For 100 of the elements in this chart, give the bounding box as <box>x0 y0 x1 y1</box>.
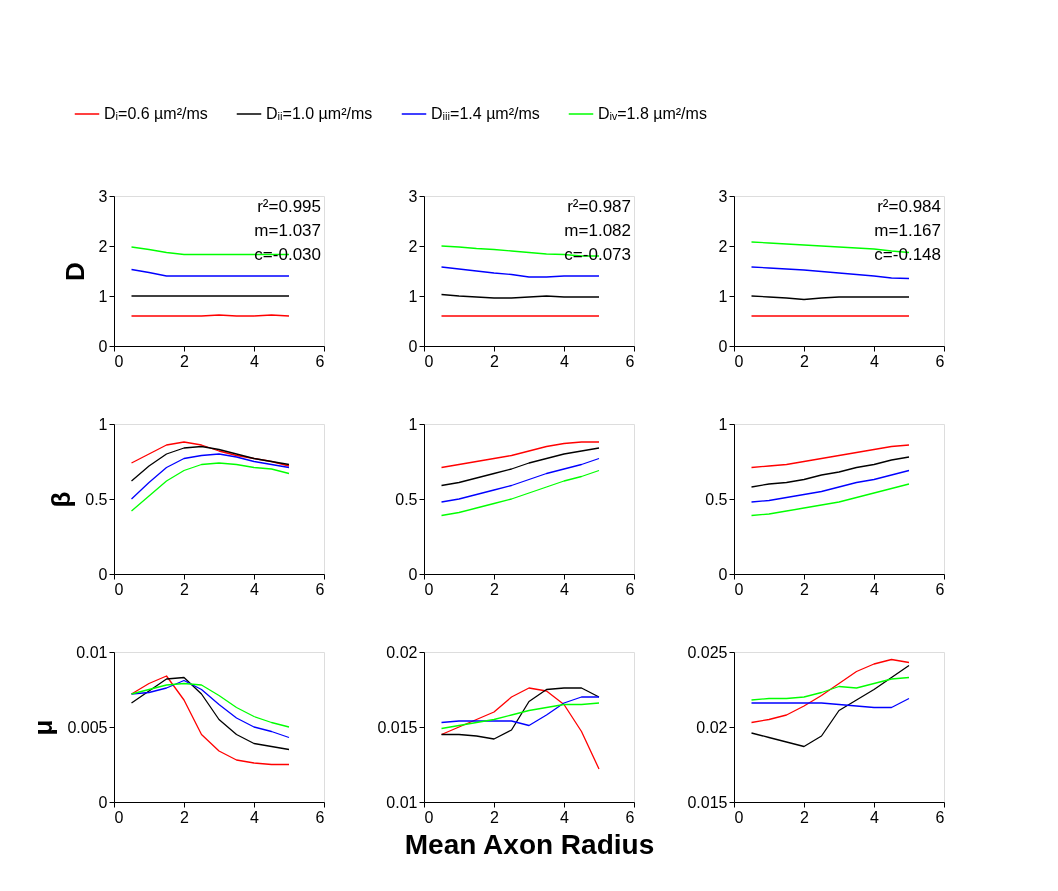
x-tick-label: 2 <box>180 808 190 826</box>
line-series <box>750 664 910 748</box>
annotation: m=1.037 <box>254 221 321 240</box>
line-series <box>130 679 290 739</box>
line-series <box>440 447 600 487</box>
y-tick-label: 3 <box>98 187 108 205</box>
y-tick-label: 0 <box>408 565 418 583</box>
line-series <box>440 687 600 740</box>
x-tick-label: 2 <box>180 352 190 370</box>
annotation: r²=0.984 <box>877 197 941 216</box>
legend-label: Dᵢᵥ=1.8 µm²/ms <box>598 105 707 122</box>
x-tick-label: 2 <box>800 808 810 826</box>
x-tick-label: 4 <box>870 580 880 598</box>
x-axis-title: Mean Axon Radius <box>404 828 655 860</box>
y-tick-label: 0.5 <box>705 490 728 508</box>
y-tick-label: 0.01 <box>76 643 108 661</box>
line-series <box>440 687 600 770</box>
x-tick-label: 6 <box>625 352 635 370</box>
x-tick-label: 4 <box>560 580 570 598</box>
x-tick-label: 0 <box>424 580 434 598</box>
y-tick-label: 0.02 <box>696 718 728 736</box>
y-tick-label: 0.025 <box>687 643 728 661</box>
y-tick-label: 0.01 <box>386 793 418 811</box>
y-tick-label: 0 <box>718 565 728 583</box>
x-tick-label: 2 <box>490 808 500 826</box>
line-series <box>130 676 290 751</box>
y-axis-title: D <box>59 262 90 281</box>
x-tick-label: 4 <box>560 352 570 370</box>
x-tick-label: 4 <box>250 352 260 370</box>
y-tick-label: 1 <box>98 287 108 305</box>
x-tick-label: 6 <box>315 808 325 826</box>
line-series <box>750 266 910 280</box>
y-axis-title: μ <box>28 719 59 736</box>
line-series <box>750 483 910 517</box>
x-tick-label: 6 <box>315 580 325 598</box>
line-series <box>130 445 290 482</box>
line-series <box>130 682 290 728</box>
x-tick-label: 4 <box>250 580 260 598</box>
x-tick-label: 6 <box>315 352 325 370</box>
annotation: r²=0.987 <box>567 197 631 216</box>
line-series <box>440 702 600 730</box>
x-tick-label: 6 <box>625 808 635 826</box>
legend-label: Dᵢᵢ=1.0 µm²/ms <box>266 105 373 122</box>
y-tick-label: 1 <box>408 287 418 305</box>
y-tick-label: 0 <box>98 793 108 811</box>
x-tick-label: 2 <box>800 352 810 370</box>
line-series <box>440 266 600 278</box>
x-tick-label: 0 <box>424 808 434 826</box>
x-tick-label: 4 <box>250 808 260 826</box>
line-series <box>440 457 600 503</box>
x-tick-label: 2 <box>490 580 500 598</box>
x-tick-label: 6 <box>935 580 945 598</box>
x-tick-label: 4 <box>560 808 570 826</box>
line-series <box>130 462 290 512</box>
x-tick-label: 0 <box>114 580 124 598</box>
y-tick-label: 1 <box>718 287 728 305</box>
line-series <box>750 676 910 701</box>
y-tick-label: 2 <box>718 237 728 255</box>
y-tick-label: 2 <box>98 237 108 255</box>
y-tick-label: 0 <box>98 337 108 355</box>
y-tick-label: 0.5 <box>85 490 108 508</box>
annotation: m=1.082 <box>564 221 631 240</box>
x-tick-label: 6 <box>935 352 945 370</box>
y-tick-label: 0.02 <box>386 643 418 661</box>
x-tick-label: 0 <box>114 808 124 826</box>
line-series <box>750 444 910 469</box>
x-tick-label: 6 <box>625 580 635 598</box>
line-series <box>130 453 290 500</box>
annotation: c=-0.073 <box>564 245 631 264</box>
y-tick-label: 0 <box>98 565 108 583</box>
y-axis-title: β <box>46 491 77 508</box>
y-tick-label: 3 <box>718 187 728 205</box>
y-tick-label: 1 <box>718 415 728 433</box>
y-tick-label: 3 <box>408 187 418 205</box>
x-tick-label: 0 <box>734 808 744 826</box>
line-series <box>750 469 910 503</box>
line-series <box>130 675 290 766</box>
y-tick-label: 1 <box>408 415 418 433</box>
y-tick-label: 0.005 <box>67 718 108 736</box>
y-tick-label: 0.015 <box>687 793 728 811</box>
annotation: c=-0.030 <box>254 245 321 264</box>
x-tick-label: 6 <box>935 808 945 826</box>
y-tick-label: 2 <box>408 237 418 255</box>
line-series <box>750 697 910 709</box>
line-series <box>750 456 910 488</box>
x-tick-label: 4 <box>870 808 880 826</box>
legend-label: Dᵢ=0.6 µm²/ms <box>104 105 208 122</box>
x-tick-label: 0 <box>424 352 434 370</box>
x-tick-label: 0 <box>734 352 744 370</box>
x-tick-label: 2 <box>490 352 500 370</box>
y-tick-label: 0.015 <box>377 718 418 736</box>
annotation: c=-0.148 <box>874 245 941 264</box>
x-tick-label: 0 <box>114 352 124 370</box>
x-tick-label: 2 <box>180 580 190 598</box>
annotation: m=1.167 <box>874 221 941 240</box>
line-series <box>750 658 910 724</box>
y-tick-label: 0 <box>408 337 418 355</box>
annotation: r²=0.995 <box>257 197 321 216</box>
legend-label: Dᵢᵢᵢ=1.4 µm²/ms <box>431 105 540 122</box>
x-tick-label: 4 <box>870 352 880 370</box>
